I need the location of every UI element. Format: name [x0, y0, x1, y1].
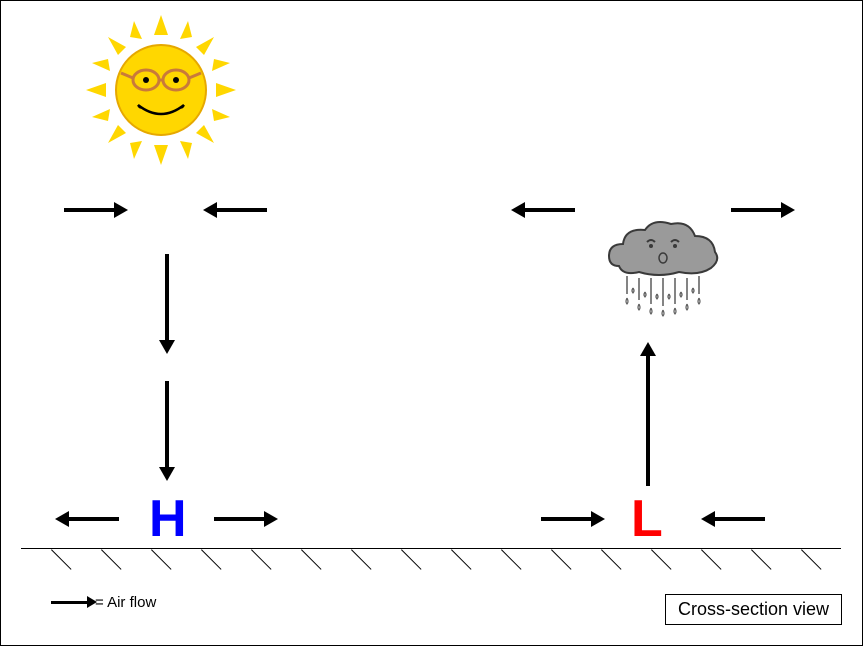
arrow-high_down_1 [165, 254, 169, 340]
rain-cloud-icon [599, 216, 729, 306]
legend: = Air flow [51, 594, 156, 611]
low-pressure-label: L [631, 489, 663, 549]
legend-arrow-icon [51, 601, 87, 604]
ground-line [21, 548, 841, 549]
arrow-low_up [646, 356, 650, 486]
caption-text: Cross-section view [678, 599, 829, 619]
arrow-high_top_left [64, 208, 114, 212]
arrow-low_bot_right [715, 517, 765, 521]
arrow-low_bot_left [541, 517, 591, 521]
arrow-low_top_left [525, 208, 575, 212]
legend-text: = Air flow [95, 594, 156, 611]
arrow-high_bot_right [214, 517, 264, 521]
high-pressure-label: H [149, 489, 187, 549]
arrow-high_down_2 [165, 381, 169, 467]
sun-icon [86, 15, 236, 165]
arrow-high_top_right [217, 208, 267, 212]
caption: Cross-section view [665, 594, 842, 625]
arrow-high_bot_left [69, 517, 119, 521]
arrow-low_top_right [731, 208, 781, 212]
